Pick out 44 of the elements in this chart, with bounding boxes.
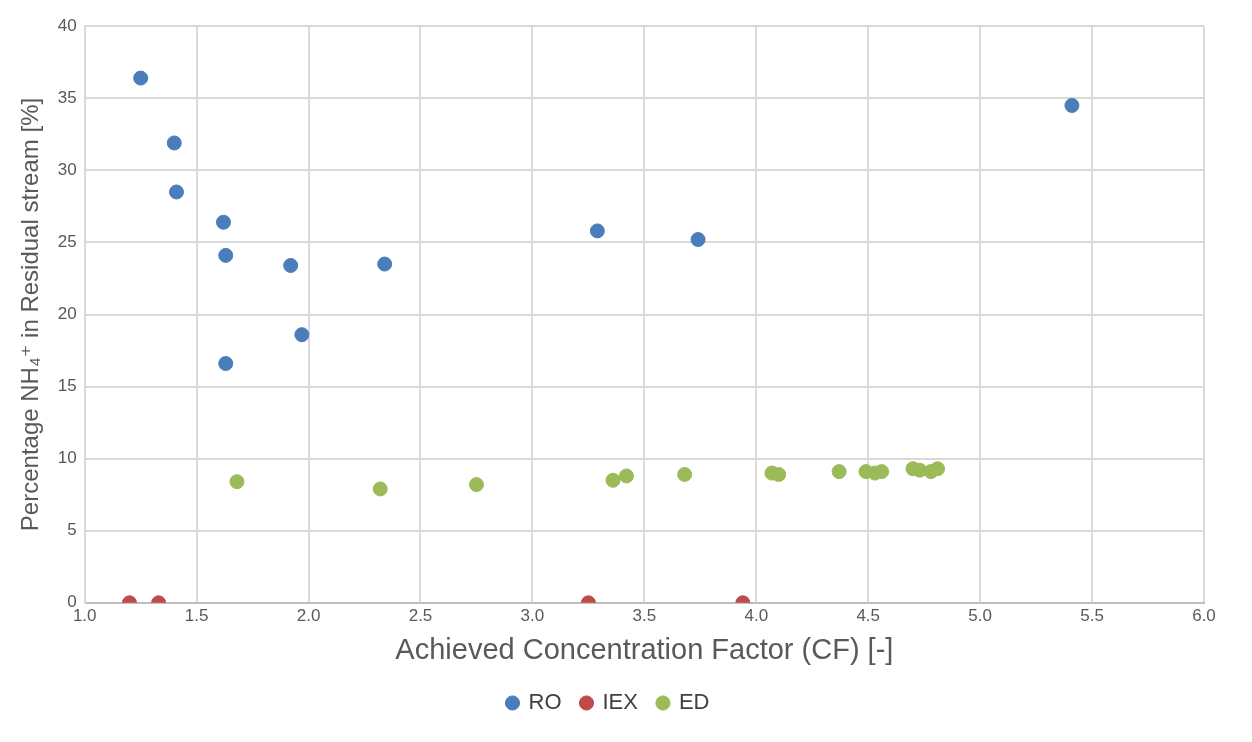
x-tick-label: 1.5 xyxy=(184,605,209,625)
x-tick-label: 2.0 xyxy=(296,605,321,625)
point xyxy=(831,464,847,480)
x-tick-label: 2.5 xyxy=(408,605,433,625)
y-tick-label: 40 xyxy=(57,15,77,35)
point xyxy=(218,356,234,372)
x-tick-label: 3.5 xyxy=(632,605,657,625)
point xyxy=(218,247,234,263)
x-tick-label: 4.5 xyxy=(856,605,881,625)
point xyxy=(677,467,693,483)
y-tick-label: 20 xyxy=(57,304,77,324)
x-tick-label: 5.5 xyxy=(1080,605,1104,625)
legend-label: RO xyxy=(528,689,562,715)
point xyxy=(294,327,310,343)
point xyxy=(372,481,388,497)
point xyxy=(618,468,634,484)
point xyxy=(930,461,946,477)
x-tick-label: 6.0 xyxy=(1192,605,1216,625)
y-tick-label: 10 xyxy=(57,448,77,468)
point xyxy=(589,223,605,239)
legend-label: ED xyxy=(678,689,710,715)
x-tick-label: 5.0 xyxy=(968,605,992,625)
y-tick-label: 30 xyxy=(57,160,77,180)
point xyxy=(166,135,182,151)
y-tick-label: 35 xyxy=(57,87,77,107)
point xyxy=(1064,97,1080,113)
point xyxy=(283,257,299,273)
point xyxy=(229,474,245,490)
point xyxy=(133,70,149,86)
x-tick-label: 3.0 xyxy=(520,605,545,625)
point xyxy=(771,467,787,483)
point xyxy=(377,256,393,272)
y-axis-title: Percentage NH₄⁺ in Residual stream [%] xyxy=(16,97,44,532)
y-tick-label: 15 xyxy=(57,376,77,396)
point xyxy=(690,232,706,248)
x-axis-title: Achieved Concentration Factor (CF) [-] xyxy=(395,632,894,665)
x-tick-label: 4.0 xyxy=(744,605,769,625)
legend-label: IEX xyxy=(602,689,639,715)
point xyxy=(216,214,231,230)
point xyxy=(468,477,484,493)
point xyxy=(168,184,184,200)
y-tick-label: 25 xyxy=(57,232,77,252)
point xyxy=(605,472,621,488)
y-tick-label: 5 xyxy=(67,520,77,540)
